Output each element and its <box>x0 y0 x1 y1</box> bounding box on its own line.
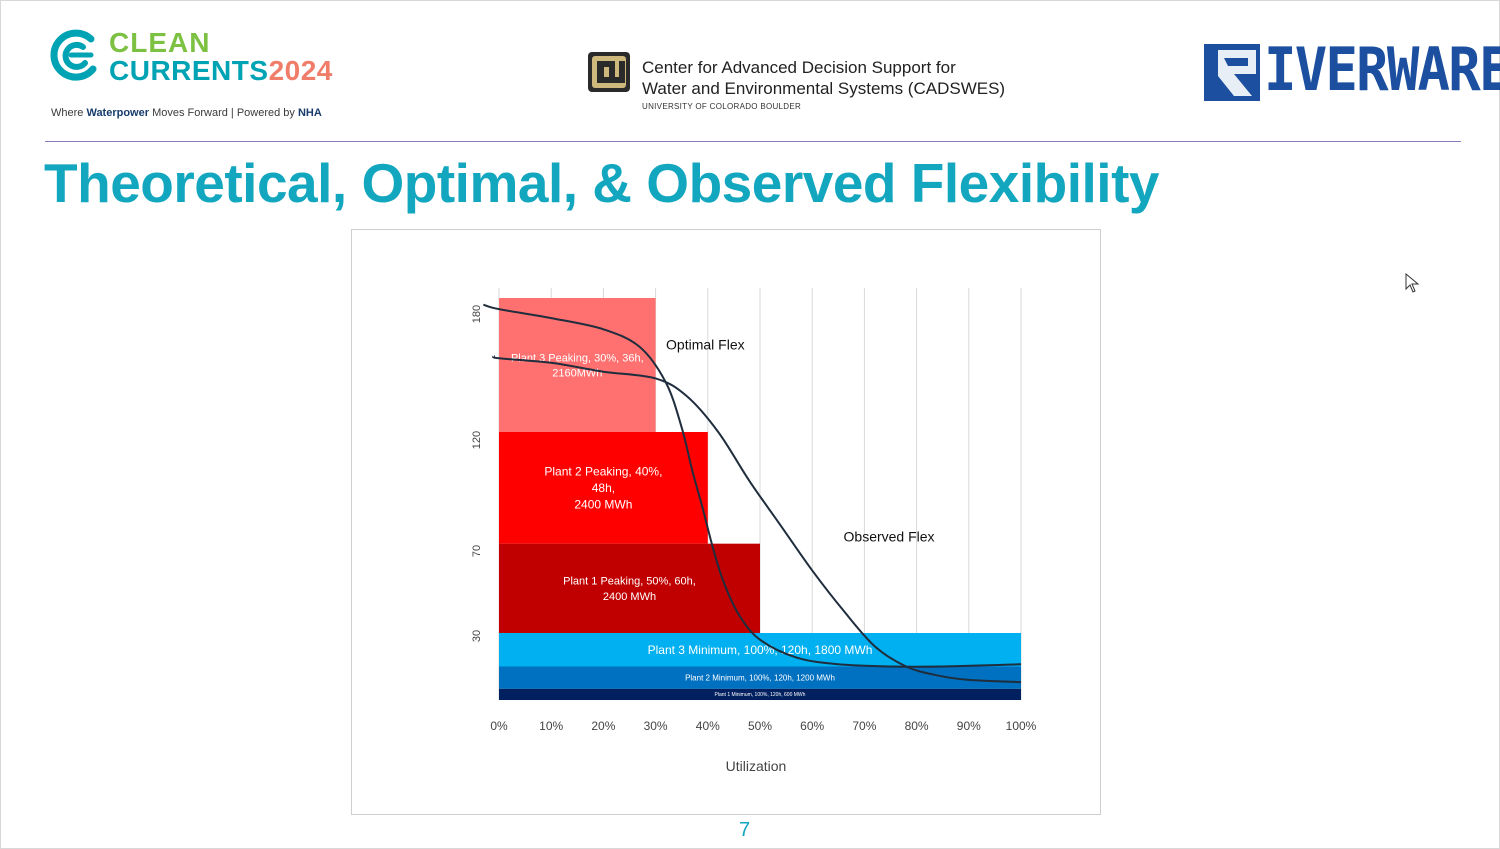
series-annotation: Optimal Flex <box>666 336 745 352</box>
series-annotation: Observed Flex <box>844 528 935 544</box>
clean-currents-wave-icon <box>50 29 97 81</box>
currents-wordmark: CURRENTS2024 <box>109 55 333 86</box>
x-axis-title: Utilization <box>726 758 787 774</box>
block-label: Plant 3 Peaking, 30%, 36h, <box>511 352 644 364</box>
year-wordmark: 2024 <box>268 55 333 86</box>
y-tick-label: 120 <box>471 431 483 449</box>
block-label: Plant 3 Minimum, 100%, 120h, 1800 MWh <box>648 643 873 657</box>
x-tick-label: 50% <box>748 719 772 733</box>
header-divider <box>45 141 1461 142</box>
block-4 <box>499 666 1021 689</box>
y-tick-label: 70 <box>471 545 483 557</box>
x-tick-label: 30% <box>644 719 668 733</box>
riverware-r-icon <box>1204 44 1260 101</box>
x-tick-label: 10% <box>539 719 563 733</box>
block-label: 2400 MWh <box>603 591 656 603</box>
x-tick-label: 80% <box>905 719 929 733</box>
block-5 <box>499 688 1021 700</box>
mouse-cursor-icon <box>1405 273 1420 293</box>
x-tick-label: 40% <box>696 719 720 733</box>
block-label: 2400 MWh <box>574 498 632 512</box>
flexibility-chart: Plant 3 Peaking, 30%, 36h, 2160MWh Plant 2… <box>351 229 1101 815</box>
cadswes-logo: Center for Advanced Decision Support for… <box>587 51 1007 115</box>
x-tick-label: 90% <box>957 719 981 733</box>
cu-boulder-name: UNIVERSITY OF COLORADO BOULDER <box>642 102 802 111</box>
chart-svg: Plant 3 Peaking, 30%, 36h, 2160MWh Plant 2… <box>471 288 1037 774</box>
x-tick-label: 60% <box>800 719 824 733</box>
y-tick-label: 180 <box>471 305 483 323</box>
clean-currents-tagline: Where Waterpower Moves Forward | Powered… <box>51 107 322 119</box>
page-number: 7 <box>739 819 751 841</box>
y-tick-label: 30 <box>471 630 483 642</box>
x-tick-label: 20% <box>591 719 615 733</box>
block-label: Plant 2 Peaking, 40%, <box>544 464 662 478</box>
x-tick-label: 70% <box>852 719 876 733</box>
block-2 <box>499 543 760 633</box>
block-label: 2160MWh <box>552 367 602 379</box>
cadswes-name-line2: Water and Environmental Systems (CADSWES… <box>642 79 1006 98</box>
block-label: 48h, <box>592 481 615 495</box>
riverware-logo: IVERWARE <box>1204 35 1500 105</box>
clean-currents-logo: CLEAN CURRENTS2024 Where Waterpower Move… <box>45 25 375 125</box>
series-line-0 <box>483 303 1022 668</box>
nha-wordmark: NHA <box>297 107 322 119</box>
clean-wordmark: CLEAN <box>109 27 211 58</box>
cu-boulder-icon <box>588 52 630 92</box>
riverware-wordmark: IVERWARE <box>1264 35 1500 105</box>
slide-title: Theoretical, Optimal, & Observed Flexibi… <box>44 152 1159 214</box>
block-label: Plant 1 Peaking, 50%, 60h, <box>563 576 696 588</box>
block-0 <box>499 298 656 432</box>
x-tick-label: 0% <box>490 719 508 733</box>
block-label: Plant 1 Minimum, 100%, 120h, 600 MWh <box>715 692 806 698</box>
block-label: Plant 2 Minimum, 100%, 120h, 1200 MWh <box>685 673 835 682</box>
cadswes-name-line1: Center for Advanced Decision Support for <box>642 58 956 77</box>
x-tick-label: 100% <box>1006 719 1037 733</box>
block-1 <box>499 432 708 544</box>
series-line-1 <box>492 355 1022 684</box>
